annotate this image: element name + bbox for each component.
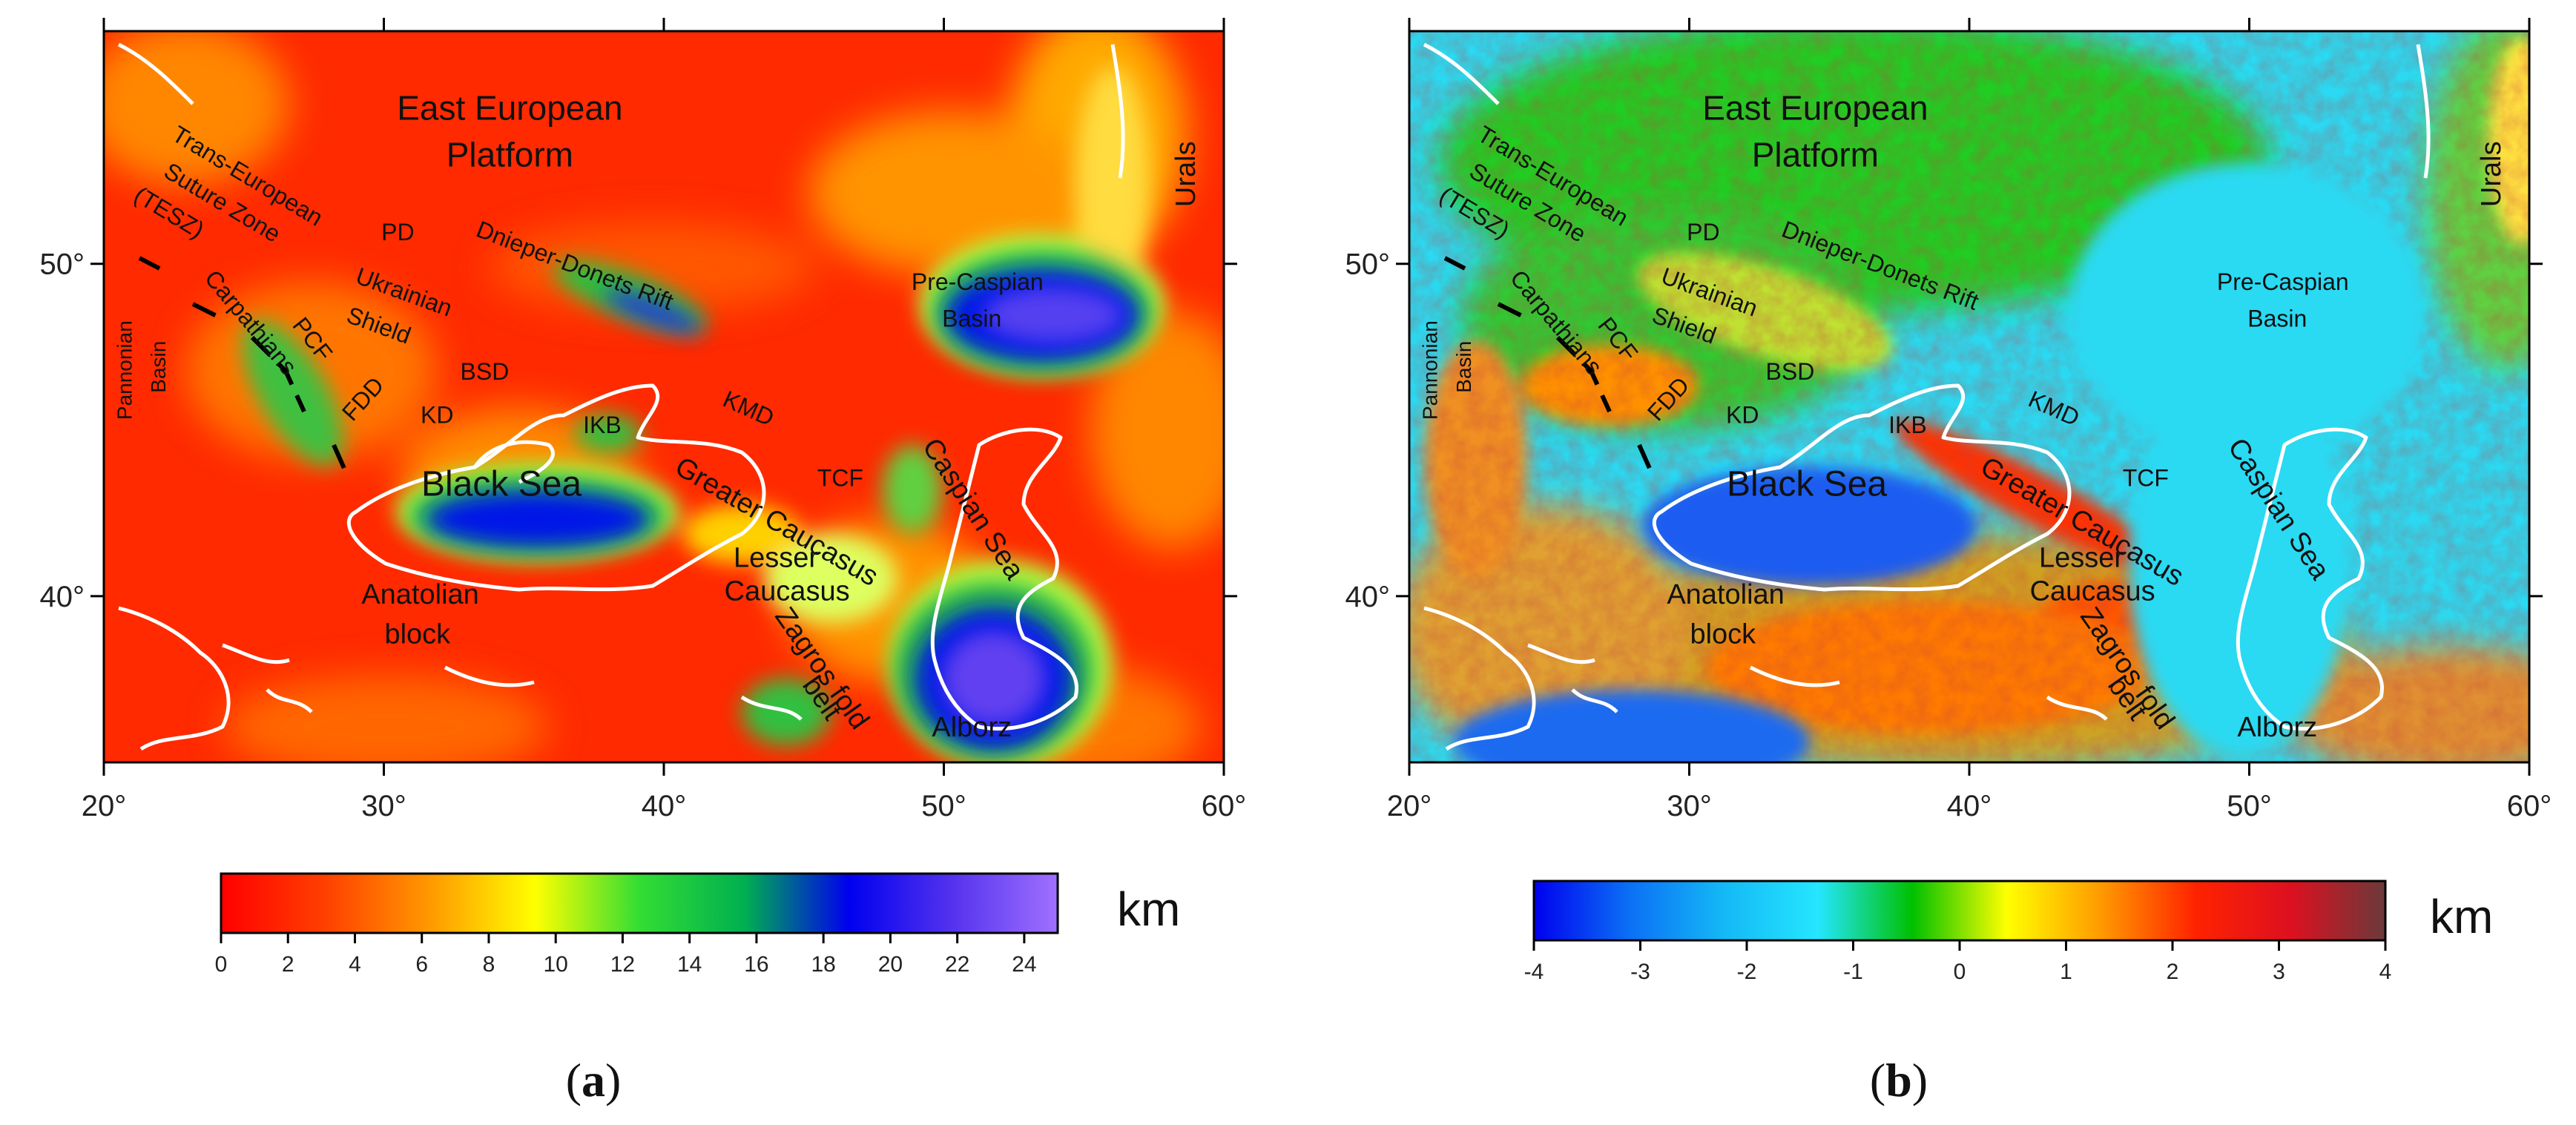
map-label: Alborz <box>932 712 1012 743</box>
map-label: IKB <box>1888 412 1927 438</box>
map-label: Lesser <box>2039 543 2124 574</box>
map-label: Caucasus <box>725 575 850 607</box>
x-tick-label: 50° <box>921 790 966 822</box>
map-label: block <box>1690 619 1756 650</box>
colorbar-tick-label: 0 <box>215 952 228 977</box>
map-label: East European <box>1702 89 1928 128</box>
map-label: PD <box>1687 219 1719 245</box>
map-label: Urals <box>1170 141 1202 207</box>
y-tick-label: 40° <box>1345 581 1391 613</box>
x-tick-label: 60° <box>2507 790 2552 822</box>
colorbar-tick-label: -2 <box>1737 960 1757 984</box>
y-tick-label: 40° <box>40 581 85 613</box>
panel-a-map <box>104 31 1224 762</box>
map-label: Caucasus <box>2030 575 2155 607</box>
map-label: Platform <box>447 135 573 174</box>
map-label: KD <box>1726 401 1759 428</box>
colorbar-tick-label: 2 <box>282 952 294 977</box>
colorbar-tick-label: 20 <box>878 952 903 977</box>
map-label: KD <box>421 401 453 428</box>
map-label: block <box>384 619 451 650</box>
faults-a <box>138 256 351 480</box>
colorbar-tick-label: 22 <box>945 952 969 977</box>
colorbar-tick-label: 24 <box>1012 952 1036 977</box>
colorbar-b <box>1532 880 2387 942</box>
x-tick-label: 40° <box>1947 790 1992 822</box>
map-label: Basin <box>147 341 170 393</box>
map-label: PD <box>381 219 414 245</box>
map-label: Lesser <box>734 543 818 574</box>
colorbar-tick-label: 8 <box>483 952 495 977</box>
colorbar-tick-label: 4 <box>349 952 361 977</box>
x-tick-label: 30° <box>1667 790 1712 822</box>
colorbar-tick-label: 10 <box>544 952 568 977</box>
map-label: Black Sea <box>421 465 582 504</box>
map-label: TCF <box>2123 464 2169 491</box>
panel-caption-a: (a) <box>566 1054 622 1106</box>
colorbar-tick-label: 6 <box>415 952 428 977</box>
colorbar-tick-label: 1 <box>2060 960 2072 984</box>
map-label: Alborz <box>2237 712 2317 743</box>
colorbar-a <box>220 872 1059 934</box>
map-label: Black Sea <box>1727 465 1887 504</box>
map-label: Anatolian <box>361 579 478 610</box>
colorbar-tick-label: -1 <box>1843 960 1863 984</box>
faults-b <box>1443 256 1656 480</box>
y-tick-label: 50° <box>1345 248 1391 281</box>
map-label: TCF <box>817 464 863 491</box>
map-label: Pannonian <box>1419 320 1442 420</box>
x-tick-label: 20° <box>82 790 127 822</box>
map-label: Pre-Caspian <box>912 268 1044 295</box>
x-tick-label: 40° <box>642 790 687 822</box>
x-tick-label: 60° <box>1202 790 1247 822</box>
y-tick-label: 50° <box>40 248 85 281</box>
map-label: Pannonian <box>113 320 136 420</box>
colorbar-tick-label: -4 <box>1524 960 1544 984</box>
map-label: East European <box>397 89 622 128</box>
coastlines-b <box>1423 42 2431 751</box>
colorbar-unit: km <box>1117 882 1180 936</box>
colorbar-tick-label: 12 <box>610 952 635 977</box>
map-label: BSD <box>1766 358 1815 385</box>
map-label: Platform <box>1752 135 1879 174</box>
map-label: Basin <box>1452 341 1475 393</box>
map-label: IKB <box>583 412 622 438</box>
map-label: BSD <box>461 358 510 385</box>
colorbar-tick-label: 14 <box>677 952 702 977</box>
colorbar-tick-label: 2 <box>2167 960 2179 984</box>
colorbar-tick-label: -3 <box>1630 960 1650 984</box>
colorbar-tick-label: 4 <box>2379 960 2392 984</box>
panel-b-map <box>1409 31 2529 762</box>
map-label: Pre-Caspian <box>2217 268 2349 295</box>
panel-caption-b: (b) <box>1870 1054 1928 1106</box>
colorbar-tick-label: 18 <box>811 952 835 977</box>
map-label: Basin <box>942 305 1001 331</box>
colorbar-tick-label: 3 <box>2273 960 2285 984</box>
map-label: Basin <box>2247 305 2307 331</box>
colorbar-unit: km <box>2430 890 2493 943</box>
map-label: Urals <box>2476 141 2507 207</box>
colorbar-tick-label: 16 <box>744 952 768 977</box>
x-tick-label: 30° <box>361 790 406 822</box>
x-tick-label: 20° <box>1387 790 1432 822</box>
colorbar-tick-label: 0 <box>1954 960 1966 984</box>
coastlines-a <box>117 42 1125 751</box>
x-tick-label: 50° <box>2227 790 2272 822</box>
map-label: Anatolian <box>1667 579 1784 610</box>
